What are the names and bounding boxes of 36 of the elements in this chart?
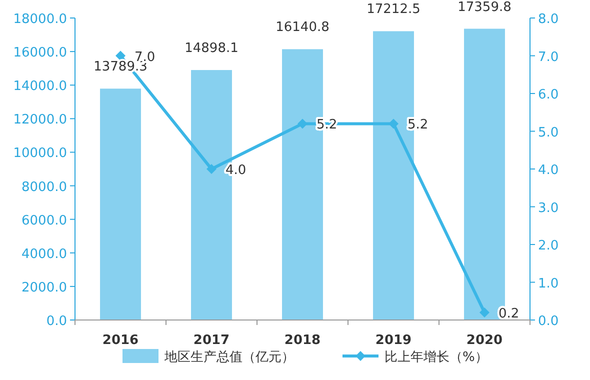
data-label: 16140.8 xyxy=(276,20,330,36)
legend-label: 地区生产总值（亿元） xyxy=(164,350,294,365)
y2-tick-label: 1.0 xyxy=(538,276,559,292)
y-tick-label: 14000.0 xyxy=(13,79,67,94)
data-label: 17359.8 xyxy=(458,0,512,15)
x-tick-label: 2018 xyxy=(284,333,321,348)
y-tick-label: 18000.0 xyxy=(13,12,67,27)
y-tick-label: 16000.0 xyxy=(13,46,67,61)
y-tick-label: 2000.0 xyxy=(22,280,67,296)
y2-tick-label: 2.0 xyxy=(538,238,559,254)
y-tick-label: 12000.0 xyxy=(13,112,67,128)
y2-tick-label: 5.0 xyxy=(538,125,559,140)
x-tick-label: 2017 xyxy=(193,333,230,348)
y-tick-label: 6000.0 xyxy=(22,213,67,228)
point xyxy=(388,118,398,129)
y2-tick-label: 6.0 xyxy=(538,88,559,102)
point xyxy=(206,164,216,174)
y2-tick-label: 0.0 xyxy=(538,314,559,329)
x-tick-label: 2016 xyxy=(102,333,139,348)
x-tick-label: 2020 xyxy=(466,333,503,348)
x-tick-label: 2019 xyxy=(375,333,412,348)
point xyxy=(480,307,490,318)
data-label: 14898.1 xyxy=(184,41,238,56)
bar xyxy=(100,88,141,320)
y2-tick-label: 3.0 xyxy=(538,200,559,216)
point xyxy=(298,118,308,129)
legend-label: 比上年增长（%） xyxy=(384,350,488,365)
y-tick-label: 8000.0 xyxy=(22,180,67,195)
data-label: 17212.5 xyxy=(366,2,420,18)
point xyxy=(116,50,126,61)
y2-tick-label: 8.0 xyxy=(538,12,559,27)
y2-tick-label: 7.0 xyxy=(538,50,559,65)
y-tick-label: 0.0 xyxy=(46,314,67,329)
y-tick-label: 10000.0 xyxy=(13,146,67,162)
y2-tick-label: 4.0 xyxy=(538,163,559,178)
y-tick-label: 4000.0 xyxy=(22,246,67,262)
